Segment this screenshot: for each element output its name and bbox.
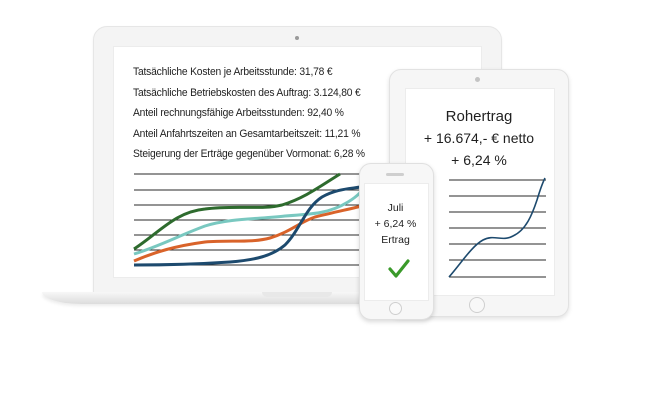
phone-screen [364, 183, 429, 301]
series-dark-green [133, 172, 341, 251]
tablet-camera [475, 77, 480, 82]
stat-revenue-increase: Steigerung der Erträge gegenüber Vormona… [133, 148, 365, 160]
phone-speaker [386, 173, 404, 176]
tablet-series-navy [448, 177, 546, 278]
stat-operating-cost: Tatsächliche Betriebskosten des Auftrag:… [133, 86, 361, 99]
stat-cost-per-hour: Tatsächliche Kosten je Arbeitsstunde: 31… [133, 66, 333, 78]
stat-billable-hours: Anteil rechnungsfähige Arbeitsstunden: 9… [133, 107, 344, 119]
tablet-net-amount: + 16.674,- € netto [423, 130, 535, 146]
stats-list: Tatsächliche Kosten je Arbeitsstunde: 31… [133, 62, 446, 165]
tablet-chart-grid [449, 179, 546, 278]
tablet-title: Rohertrag [445, 108, 513, 125]
series-orange [133, 203, 367, 263]
phone-value: + 6,24 % [374, 218, 417, 230]
series-navy [133, 184, 367, 267]
laptop-notch [262, 292, 332, 297]
laptop-camera [295, 36, 299, 40]
stat-travel-share: Anteil Anfahrtszeiten an Gesamtarbeitsze… [133, 127, 361, 140]
phone-home-button [389, 302, 402, 315]
phone-label: Ertrag [381, 234, 410, 246]
phone-month: Juli [387, 202, 404, 214]
tablet-home-button [469, 297, 485, 313]
tablet-percent: + 6,24 % [451, 152, 507, 168]
series-teal [133, 181, 370, 256]
checkmark-icon [388, 259, 410, 278]
